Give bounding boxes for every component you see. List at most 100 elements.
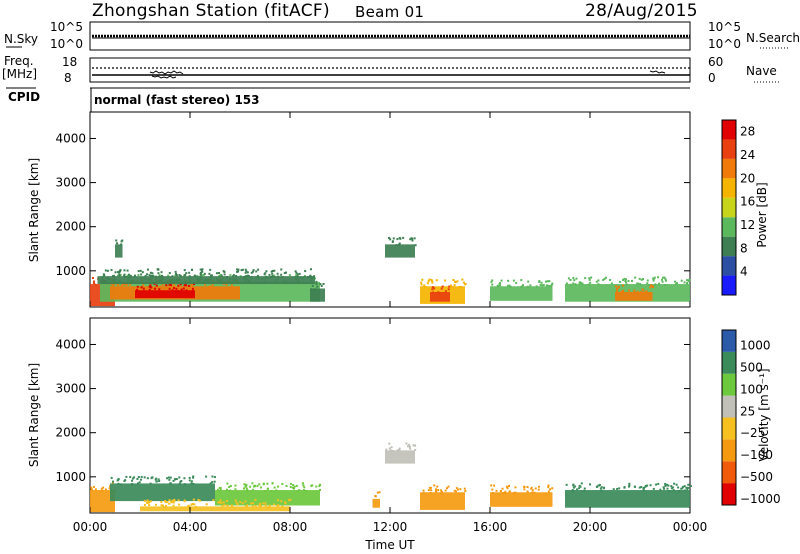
heatmap-speck [118,273,121,276]
heatmap-speck [169,284,172,287]
heatmap-speck [670,487,673,490]
heatmap-speck [624,279,627,282]
heatmap-speck [660,278,663,281]
heatmap-speck [230,504,233,507]
heatmap-speck [396,449,399,452]
heatmap-speck [438,291,441,294]
heatmap-speck [280,273,283,276]
heatmap-speck [208,272,211,275]
heatmap-speck [447,485,450,488]
heatmap-speck [175,274,178,277]
heatmap-speck [463,487,466,490]
heatmap-speck [616,288,619,291]
x-tick-label: 04:00 [173,520,208,534]
heatmap-speck [169,286,172,289]
heatmap-speck [641,288,644,291]
heatmap-speck [572,486,575,489]
heatmap-speck [398,447,401,450]
power-heatmap [90,236,691,307]
heatmap-speck [531,491,534,494]
heatmap-speck [411,239,414,242]
heatmap-speck [177,499,180,502]
heatmap-speck [192,482,195,485]
heatmap-speck [648,284,651,287]
heatmap-speck [310,268,313,271]
heatmap-speck [90,488,93,491]
heatmap-speck [449,285,452,288]
heatmap-speck [385,448,388,451]
heatmap-speck [675,282,678,285]
heatmap-speck [589,483,592,486]
heatmap-speck [229,485,232,488]
heatmap-speck [280,268,283,271]
heatmap-speck [277,275,280,278]
heatmap-speck [456,280,459,283]
heatmap-speck [507,279,510,282]
heatmap-speck [545,284,548,287]
heatmap-speck [675,483,678,486]
heatmap-speck [576,488,579,491]
heatmap-speck [270,270,273,273]
heatmap-speck [640,278,643,281]
heatmap-speck [642,278,645,281]
heatmap-speck [91,277,94,280]
heatmap-speck [232,274,235,277]
heatmap-speck [172,283,175,286]
heatmap-speck [311,284,314,287]
heatmap-speck [285,484,288,487]
heatmap-speck [263,273,266,276]
heatmap-speck [228,489,231,492]
heatmap-speck [271,482,274,485]
heatmap-speck [102,486,105,489]
colorbar-tick-label: 1000 [740,339,771,353]
heatmap-speck [667,484,670,487]
heatmap-speck [429,492,432,495]
heatmap-speck [293,485,296,488]
heatmap-speck [190,268,193,271]
heatmap-speck [172,504,175,507]
heatmap-speck [223,273,226,276]
heatmap-patch [215,490,320,506]
heatmap-speck [166,477,169,480]
heatmap-speck [547,490,550,493]
heatmap-speck [226,276,229,279]
colorbar-segment [722,139,736,159]
power-colorbar-label: Power [dB] [755,182,769,247]
heatmap-speck [389,238,392,241]
y-tick-label: 4000 [55,131,86,145]
heatmap-speck [243,483,246,486]
x-tick-label: 16:00 [473,520,508,534]
heatmap-speck [158,479,161,482]
heatmap-speck [440,489,443,492]
heatmap-speck [137,475,140,478]
heatmap-speck [183,269,186,272]
heatmap-speck [422,492,425,495]
colorbar-tick-label: 4 [740,265,748,279]
heatmap-speck [161,283,164,286]
heatmap-speck [315,280,318,283]
colorbar-segment [722,158,736,179]
heatmap-speck [429,486,432,489]
heatmap-speck [657,482,660,485]
heatmap-speck [131,286,134,289]
heatmap-speck [198,499,201,502]
heatmap-speck [223,270,226,273]
heatmap-speck [431,280,434,283]
heatmap-speck [154,478,157,481]
heatmap-speck [549,488,552,491]
heatmap-speck [491,492,494,495]
heatmap-speck [687,483,690,486]
heatmap-speck [139,269,142,272]
heatmap-speck [246,504,249,507]
heatmap-speck [203,272,206,275]
colorbar-segment [722,330,736,352]
heatmap-speck [662,486,665,489]
heatmap-speck [603,486,606,489]
heatmap-speck [538,280,541,283]
nsky-tick-bottom: 10^0 [50,37,83,51]
heatmap-speck [645,290,648,293]
heatmap-speck [398,448,401,451]
heatmap-speck [230,284,233,287]
heatmap-speck [428,278,431,281]
